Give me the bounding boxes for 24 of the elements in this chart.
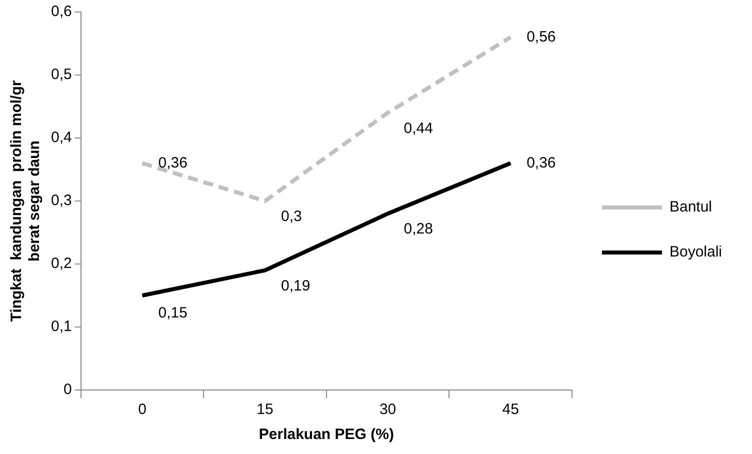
data-label: 0,56 — [526, 28, 556, 46]
x-tick-label: 45 — [502, 401, 519, 418]
y-tick-label: 0,2 — [50, 255, 72, 272]
data-label: 0,15 — [158, 304, 188, 322]
x-tick-label: 0 — [138, 401, 146, 418]
y-tick-label: 0,3 — [50, 192, 72, 210]
legend-label: Boyolali — [669, 244, 722, 261]
data-label: 0,3 — [281, 208, 302, 226]
y-tick-label: 0,5 — [50, 66, 72, 84]
x-axis-title: Perlakuan PEG (%) — [258, 426, 394, 444]
x-tick-label: 15 — [256, 401, 274, 418]
data-label: 0,28 — [404, 220, 434, 238]
y-axis-title: Tingkat kandungan prolin mol/gr berat segar daun — [8, 80, 44, 322]
data-label: 0,19 — [281, 277, 310, 294]
y-tick-label: 0,4 — [50, 129, 72, 146]
data-label: 0,36 — [526, 154, 556, 172]
data-label: 0,44 — [404, 120, 434, 137]
line-series — [140, 35, 513, 203]
y-tick-label: 0,1 — [50, 318, 72, 336]
data-label: 0,36 — [158, 154, 188, 172]
y-tick-label: 0 — [64, 381, 72, 398]
y-tick-label: 0,6 — [50, 3, 72, 20]
legend-label: Bantul — [669, 198, 712, 216]
x-tick-label: 30 — [379, 401, 396, 418]
